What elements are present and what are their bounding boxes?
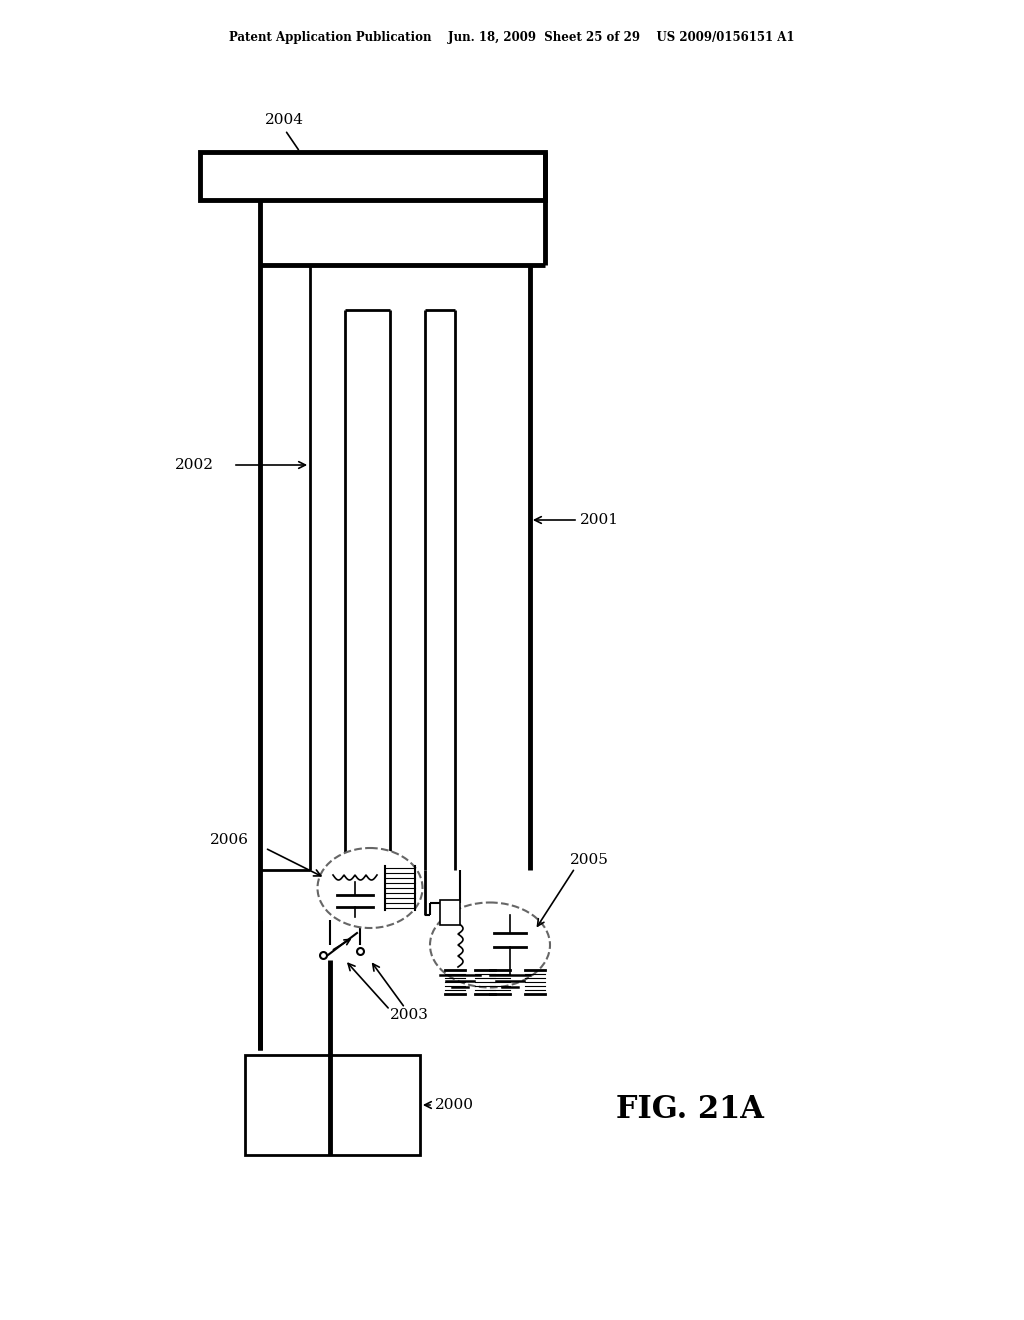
Text: 2006: 2006 xyxy=(210,833,249,847)
Text: 2002: 2002 xyxy=(175,458,214,473)
Text: FIG. 21A: FIG. 21A xyxy=(616,1094,764,1126)
Text: 2001: 2001 xyxy=(580,513,618,527)
Ellipse shape xyxy=(430,903,550,987)
Bar xyxy=(200,152,545,201)
Bar xyxy=(245,1055,420,1155)
Text: Patent Application Publication    Jun. 18, 2009  Sheet 25 of 29    US 2009/01561: Patent Application Publication Jun. 18, … xyxy=(229,32,795,45)
Text: 2003: 2003 xyxy=(390,1008,429,1022)
Text: 2004: 2004 xyxy=(265,114,304,127)
Bar xyxy=(440,900,460,925)
Ellipse shape xyxy=(317,847,423,928)
Text: 2000: 2000 xyxy=(435,1098,474,1111)
Text: 2005: 2005 xyxy=(570,853,609,867)
